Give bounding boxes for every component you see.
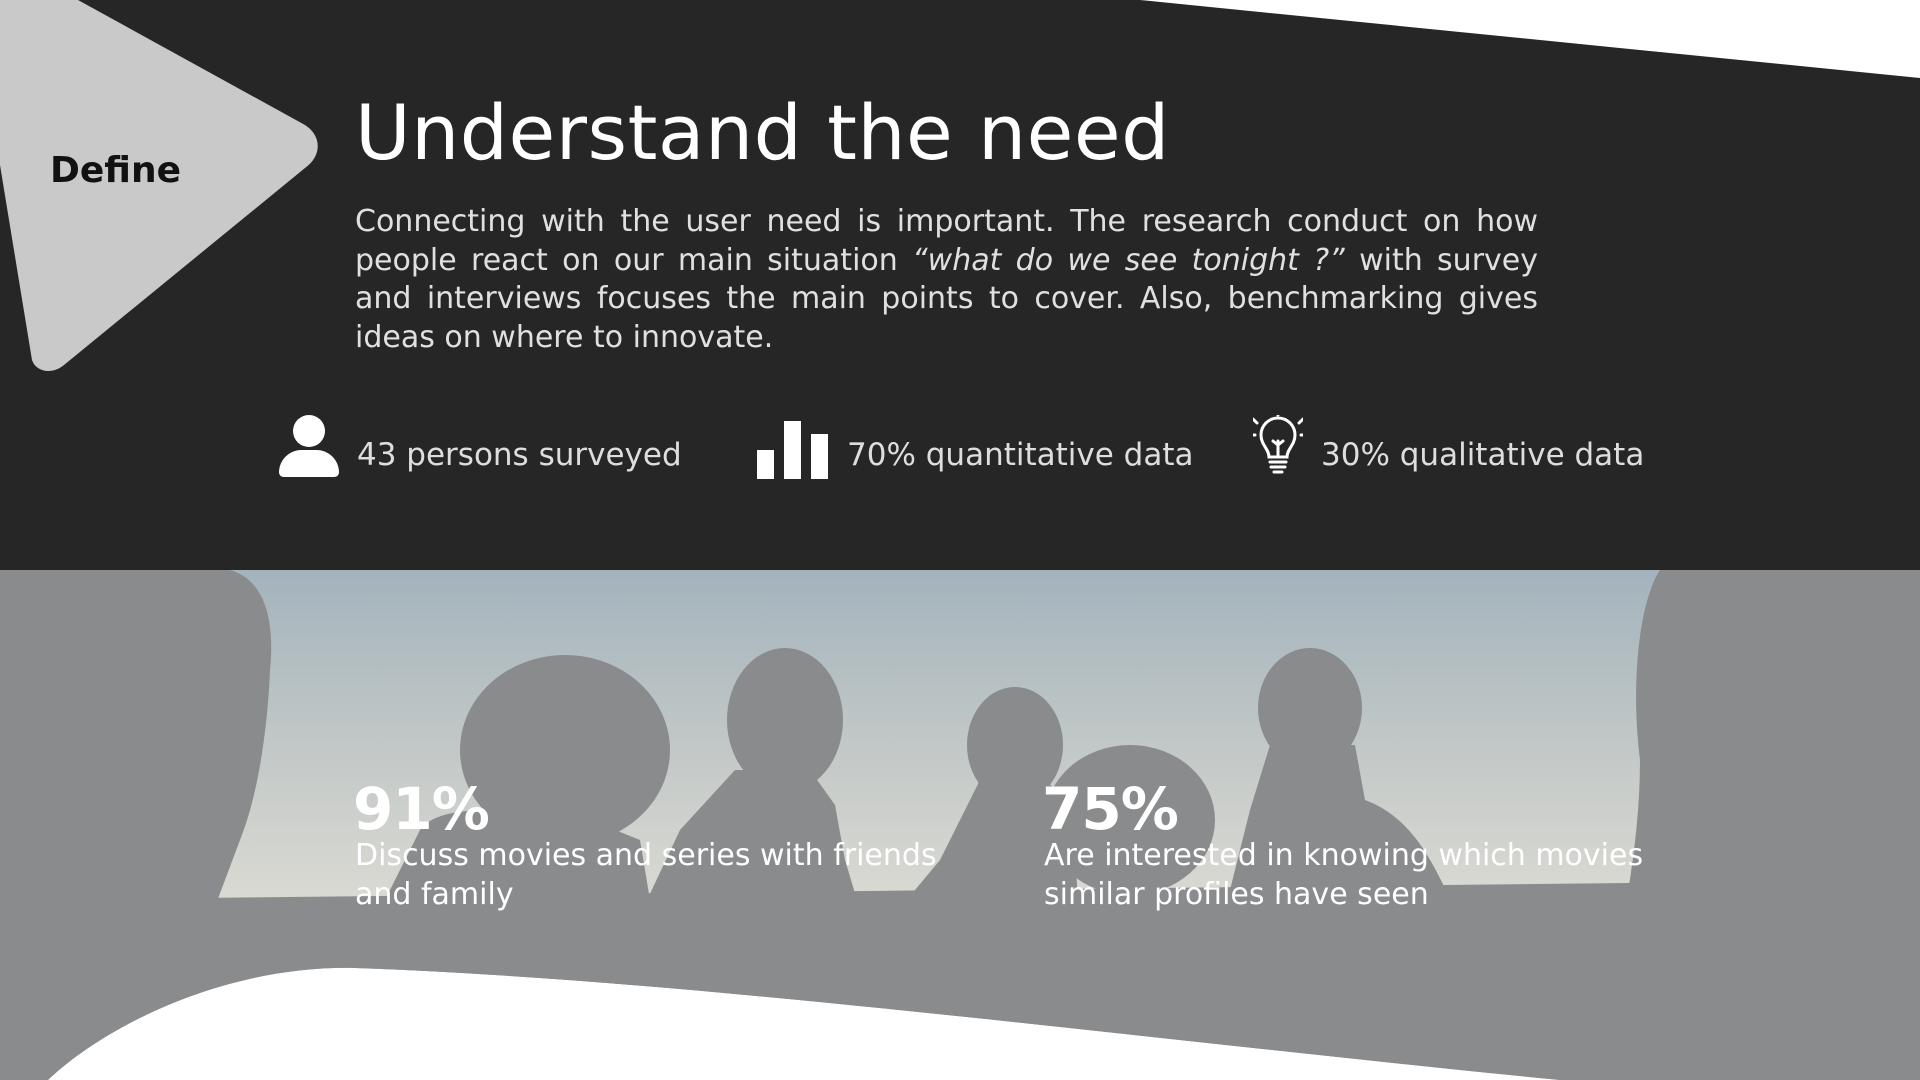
page-title: Understand the need <box>355 88 1170 177</box>
stat-qualitative-data: 30% qualitative data <box>1247 407 1645 482</box>
stat-label: 30% qualitative data <box>1321 437 1645 473</box>
stat-persons-surveyed: 43 persons surveyed <box>279 412 682 482</box>
bar-chart-icon <box>757 415 829 479</box>
highlight-description: Are interested in knowing which movies s… <box>1044 838 1644 912</box>
define-badge-label: Define <box>50 150 182 191</box>
stat-label: 43 persons surveyed <box>357 437 682 473</box>
intro-quote: “what do we see tonight ?” <box>912 242 1345 278</box>
lightbulb-icon <box>1247 407 1309 479</box>
stat-quantitative-data: 70% quantitative data <box>757 412 1194 482</box>
define-badge-shape <box>0 0 318 372</box>
highlight-description: Discuss movies and series with friends a… <box>355 838 937 912</box>
intro-text-start: Connecting with the user need is importa… <box>355 204 1538 278</box>
highlight-value-91: 91% <box>353 775 490 843</box>
highlight-value-75: 75% <box>1042 775 1179 843</box>
group-photo <box>0 570 1920 1080</box>
intro-paragraph: Connecting with the user need is importa… <box>355 203 1538 357</box>
header-band <box>0 0 1920 570</box>
person-icon <box>279 415 339 479</box>
intro-text-end: with survey and in­terviews focuses the … <box>355 242 1538 355</box>
stat-label: 70% quantitative data <box>847 437 1194 473</box>
